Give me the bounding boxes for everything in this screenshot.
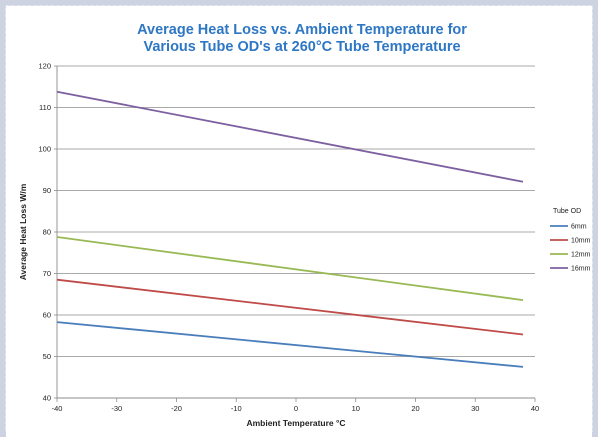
series-lines: [56, 90, 524, 368]
y-tick-label: 70: [43, 269, 51, 278]
legend-label-10mm: 10mm: [571, 238, 591, 245]
x-tick-label: 20: [411, 404, 419, 413]
y-tick-label: 40: [43, 394, 51, 403]
legend-label-12mm: 12mm: [571, 252, 591, 259]
x-tick-label: -10: [231, 404, 242, 413]
x-tick-label: 0: [294, 404, 298, 413]
y-tick-label: 120: [38, 62, 51, 71]
legend: Tube OD 6mm 10mm 12mm 16mm: [550, 208, 591, 273]
series-line-10mm: [56, 278, 524, 336]
y-tick-labels: 40 50 60 70 80 90 100 110 120: [38, 62, 51, 403]
x-tick-label: 40: [531, 404, 539, 413]
axes: [54, 65, 536, 402]
legend-label-6mm: 6mm: [571, 224, 587, 231]
x-tick-label: -20: [171, 404, 182, 413]
x-tick-labels: -40 -30 -20 -10 0 10 20 30 40: [52, 404, 540, 413]
x-tick-label: 10: [352, 404, 360, 413]
series-line-12mm: [56, 236, 524, 301]
legend-label-16mm: 16mm: [571, 266, 591, 273]
chart-subtitle: Various Tube OD's at 260°C Tube Temperat…: [143, 39, 460, 55]
series-line-6mm: [56, 321, 524, 368]
y-tick-label: 50: [43, 352, 51, 361]
y-tick-label: 110: [39, 103, 51, 112]
y-tick-label: 90: [43, 186, 51, 195]
chart-panel: [6, 6, 592, 437]
y-tick-label: 80: [43, 228, 51, 237]
x-tick-label: -40: [52, 404, 63, 413]
y-tick-label: 100: [38, 145, 51, 154]
y-axis-label: Average Heat Loss W/m: [18, 183, 28, 280]
chart-title: Average Heat Loss vs. Ambient Temperatur…: [137, 22, 467, 38]
y-tick-label: 60: [43, 311, 51, 320]
legend-title: Tube OD: [553, 208, 581, 215]
grid-lines: [57, 65, 535, 357]
x-tick-label: -30: [111, 404, 122, 413]
x-axis-label: Ambient Temperature °C: [246, 418, 345, 428]
x-tick-label: 30: [471, 404, 479, 413]
series-line-16mm: [56, 90, 524, 183]
